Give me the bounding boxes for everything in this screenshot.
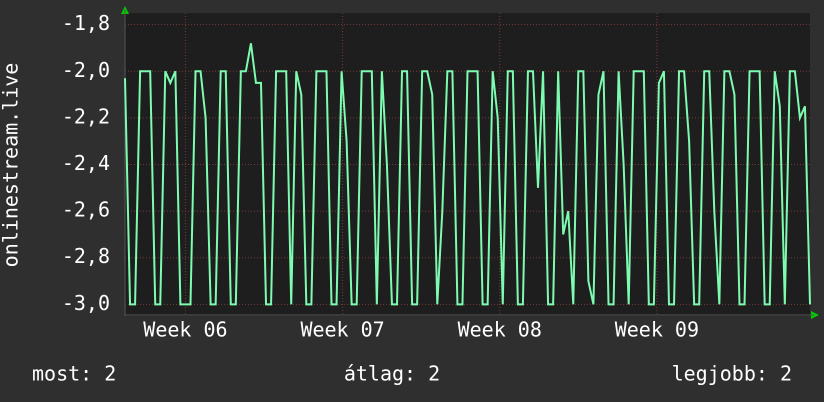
x-tick-label: Week 07 — [300, 318, 384, 342]
y-tick-label: -2,8 — [62, 244, 110, 268]
y-tick-label: -3,0 — [62, 291, 110, 315]
y-tick-label: -2,6 — [62, 198, 110, 222]
stat-current: most: 2 — [32, 362, 116, 386]
y-tick-label: -1,8 — [62, 11, 110, 35]
stat-average: átlag: 2 — [344, 362, 440, 386]
x-tick-label: Week 09 — [615, 318, 699, 342]
stat-max: legjobb: 2 — [672, 362, 792, 386]
y-axis-title: onlinestream.live — [0, 63, 23, 268]
y-tick-label: -2,0 — [62, 58, 110, 82]
x-tick-label: Week 08 — [458, 318, 542, 342]
data-line — [124, 43, 811, 306]
y-tick-label: -2,4 — [62, 151, 110, 175]
x-axis-arrow — [811, 311, 819, 319]
x-tick-label: Week 06 — [143, 318, 227, 342]
y-tick-label: -2,2 — [62, 104, 110, 128]
